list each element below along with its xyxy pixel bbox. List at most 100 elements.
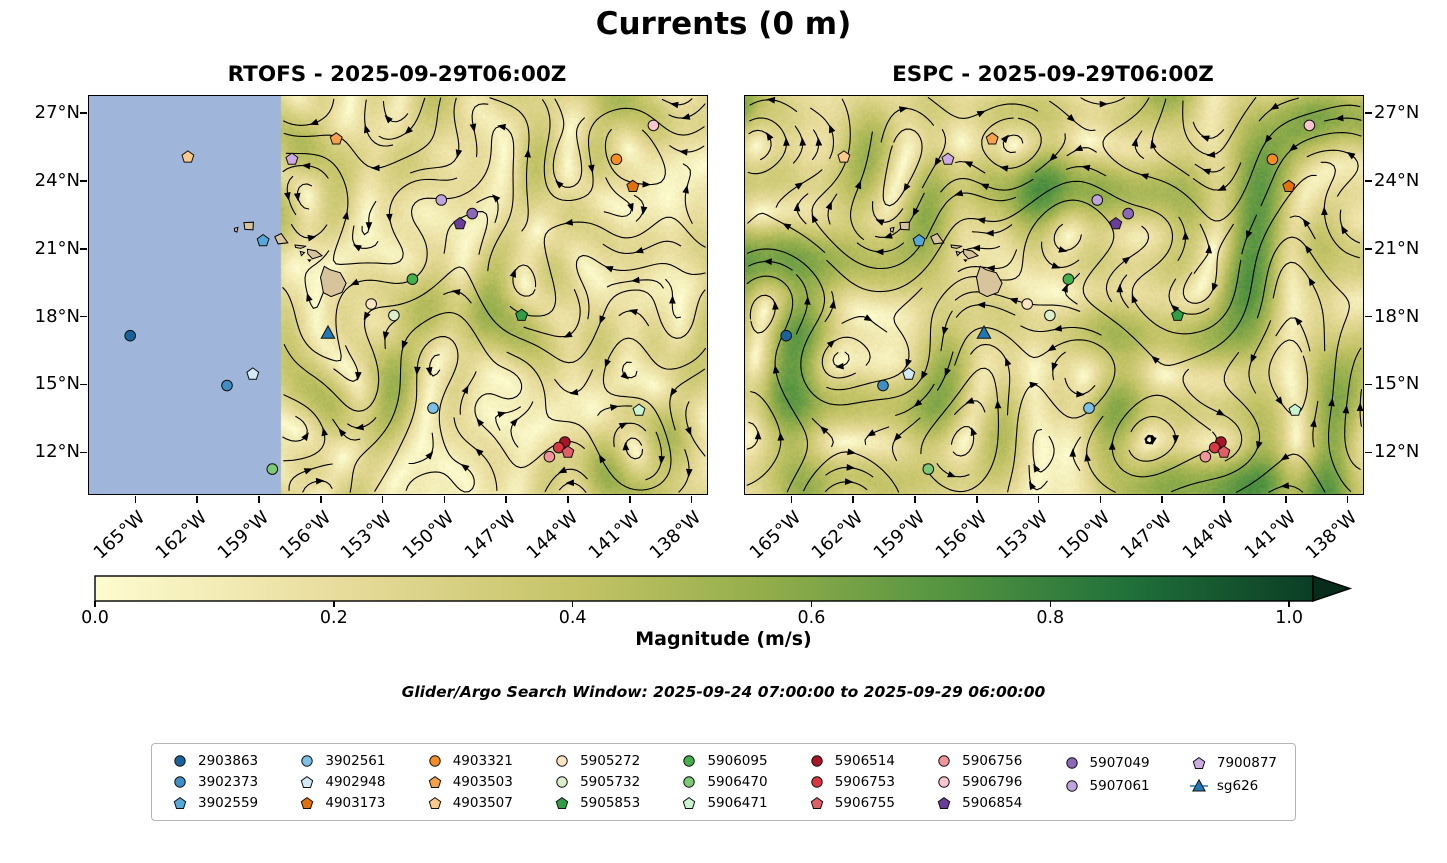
circle-marker-icon	[811, 776, 823, 788]
legend-item-5905272: 5905272	[552, 752, 640, 771]
legend-label-7900877: 7900877	[1216, 754, 1277, 771]
lon-tick-label-text: 156°W	[931, 507, 991, 564]
legend-label-3902561: 3902561	[325, 753, 386, 770]
lat-tick-mark-right	[1365, 315, 1372, 318]
legend: 2903863 3902373 3902559 3902561 4902948 49031…	[151, 743, 1296, 821]
island-shape	[975, 265, 1003, 298]
marker-3902373	[221, 379, 233, 392]
lat-tick-label-right: 15°N	[1374, 373, 1420, 395]
legend-label-sg626: sg626	[1216, 777, 1259, 794]
marker-5906755	[1217, 445, 1231, 458]
legend-item-5907061: 5907061	[1062, 775, 1150, 796]
lat-tick-label-right: 21°N	[1374, 237, 1420, 259]
island-shape	[319, 265, 347, 298]
lon-tick-label-text: 147°W	[1116, 507, 1177, 564]
marker-4903321	[610, 153, 623, 166]
lon-tick-mark	[505, 496, 507, 503]
pentagon-marker-icon	[428, 775, 442, 788]
marker-sg626	[976, 324, 992, 339]
lon-tick-mark	[1285, 496, 1287, 503]
legend-item-7900877: 7900877	[1189, 752, 1277, 773]
marker-5906756	[1199, 450, 1212, 463]
colorbar	[94, 574, 1356, 604]
colorbar-tick-mark	[810, 601, 813, 607]
lon-tick-label-text: 153°W	[337, 507, 397, 564]
circle-marker-icon	[1065, 779, 1078, 792]
legend-column: 5906514 5906753 5906755	[807, 752, 895, 812]
marker-5906471	[632, 403, 646, 416]
marker-4902948	[246, 367, 260, 380]
legend-label-3902559: 3902559	[198, 794, 259, 811]
lat-tick-label-right: 24°N	[1374, 169, 1420, 191]
island-shape	[963, 259, 968, 263]
legend-item-4902948: 4902948	[297, 773, 385, 792]
legend-column: 5905272 5905732 5905853	[552, 752, 640, 812]
marker-4903507	[837, 150, 851, 163]
lon-tick-label-text: 165°W	[745, 507, 806, 564]
legend-item-2903863: 2903863	[170, 752, 258, 771]
lat-tick-label-left: 24°N	[34, 169, 80, 191]
pentagon-marker-icon	[301, 775, 314, 788]
pentagon-marker-icon	[301, 796, 314, 809]
lon-tick-label-text: 141°W	[584, 507, 644, 564]
lon-tick-label-text: 147°W	[460, 507, 521, 564]
legend-label-3902373: 3902373	[198, 774, 259, 790]
island-shape	[307, 259, 312, 263]
marker-5907049	[1122, 207, 1135, 220]
island-shape	[962, 248, 980, 260]
marker-4903503	[329, 132, 343, 145]
lat-tick-label-right: 12°N	[1374, 441, 1420, 463]
island-shape	[950, 244, 963, 249]
lon-tick-mark	[1346, 496, 1349, 503]
island-shape	[243, 221, 254, 231]
circle-marker-icon	[938, 755, 950, 768]
lon-tick-label-text: 138°W	[646, 507, 706, 564]
circle-marker-icon	[429, 755, 441, 768]
lon-tick-mark	[1099, 496, 1102, 503]
marker-5905732	[1044, 309, 1056, 322]
lat-tick-mark-left	[80, 383, 87, 386]
legend-column: 5907049 5907061	[1062, 752, 1150, 812]
legend-label-5905853: 5905853	[580, 794, 641, 811]
marker-5907061	[1091, 194, 1104, 206]
colorbar-tick-mark	[1288, 601, 1290, 607]
lat-tick-label-left: 12°N	[34, 441, 80, 463]
figure-title: Currents (0 m)	[595, 6, 852, 42]
marker-3902559	[256, 233, 270, 247]
pentagon-marker-icon	[810, 796, 824, 809]
colorbar-tick-label: 0.6	[797, 608, 826, 628]
lon-tick-mark	[1223, 496, 1225, 503]
marker-2903863	[124, 329, 137, 342]
legend-label-4903173: 4903173	[325, 794, 386, 811]
colorbar-tick-mark	[333, 601, 335, 607]
lon-tick-label-text: 156°W	[275, 507, 335, 564]
triangle-marker-icon	[1189, 778, 1208, 791]
legend-item-5906755: 5906755	[807, 793, 895, 812]
colorbar-tick-label: 1.0	[1275, 608, 1304, 628]
lat-tick-mark-left	[80, 180, 87, 182]
marker-5905272	[1021, 298, 1034, 310]
legend-label-5906514: 5906514	[834, 753, 895, 770]
island-shape	[306, 248, 324, 260]
lat-tick-mark-right	[1365, 180, 1372, 182]
colorbar-tick-mark	[94, 601, 96, 607]
lon-tick-mark	[443, 496, 446, 503]
search-window-text: Glider/Argo Search Window: 2025-09-24 07…	[401, 683, 1046, 701]
lon-tick-mark	[196, 496, 198, 503]
island-shape	[930, 232, 945, 245]
circle-marker-icon	[174, 755, 186, 768]
marker-2903863	[780, 329, 793, 342]
legend-column: 3902561 4902948 4903173	[297, 752, 385, 812]
marker-4903173	[1282, 179, 1296, 192]
circle-marker-icon	[174, 776, 186, 788]
colorbar-tick-label: 0.4	[558, 608, 587, 628]
lat-tick-mark-left	[80, 451, 87, 454]
island-shape	[233, 226, 239, 233]
panel-title-espc: ESPC - 2025-09-29T06:00Z	[892, 62, 1214, 87]
marker-5906095	[406, 273, 419, 285]
pentagon-marker-icon	[683, 796, 696, 809]
pentagon-marker-icon	[555, 796, 569, 809]
colorbar-tick-label: 0.2	[319, 608, 348, 628]
lon-tick-label-text: 159°W	[213, 507, 274, 564]
lon-tick-mark	[790, 496, 793, 503]
